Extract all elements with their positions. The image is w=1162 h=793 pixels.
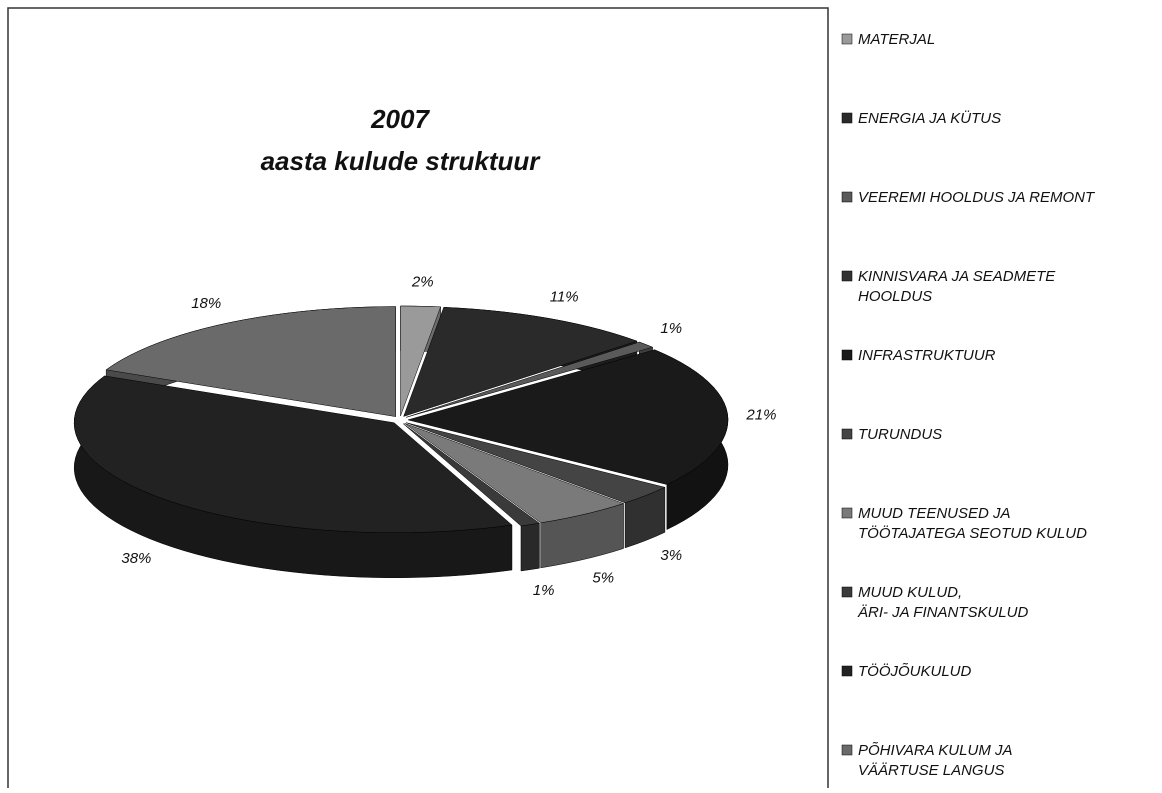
data-label: 3% [660, 547, 682, 564]
legend-label-line: VÄÄRTUSE LANGUS [858, 762, 1004, 779]
legend-label-line: MUUD TEENUSED JA [858, 505, 1011, 522]
legend-label-line: TÖÖTAJATEGA SEOTUD KULUD [858, 524, 1087, 542]
legend-label-line: PÕHIVARA KULUM JA [858, 742, 1012, 759]
legend-label: INFRASTRUKTUUR [858, 347, 996, 364]
legend-label-line: VEEREMI HOOLDUS JA REMONT [858, 189, 1096, 206]
legend-label-line: TURUNDUS [858, 426, 942, 443]
legend-label: MUUD KULUD, ÄRI- JA FINANTSKULUD [857, 584, 1028, 621]
legend-label-line: MATERJAL [858, 31, 935, 48]
legend-swatch [841, 191, 853, 203]
legend-label-line: KINNISVARA JA SEADMETE [858, 268, 1056, 285]
data-label: 18% [191, 295, 221, 312]
legend-swatch [841, 270, 853, 282]
pie-tops [73, 305, 729, 533]
legend-label: KINNISVARA JA SEADMETE HOOLDUS [858, 268, 1056, 305]
legend: MATERJAL ENERGIA JA KÜTUS VEEREMI HOOLDUS … [841, 31, 1096, 779]
pie-slice [404, 423, 625, 524]
legend-swatch [841, 33, 853, 45]
pie-slice [403, 423, 541, 527]
plot-frame [7, 7, 829, 793]
pie-slice [407, 349, 729, 485]
legend-label-line: MUUD KULUD, [858, 584, 962, 601]
legend-label-line: HOOLDUS [858, 288, 932, 305]
legend-label-line: ÄRI- JA FINANTSKULUD [857, 604, 1028, 621]
legend-label: TURUNDUS [858, 426, 942, 443]
data-label: 38% [121, 550, 151, 567]
pie-slice [405, 422, 666, 504]
pie-slice [73, 375, 513, 533]
legend-swatch [841, 507, 853, 519]
legend-label: MUUD TEENUSED JA TÖÖTAJATEGA SEOTUD KULUD [858, 505, 1087, 542]
legend-label-line: TÖÖJÕUKULUD [858, 662, 972, 680]
data-label: 1% [660, 320, 682, 337]
data-label: 1% [533, 582, 555, 599]
legend-label: TÖÖJÕUKULUD [858, 662, 972, 680]
legend-swatch [841, 349, 853, 361]
pie-slice [403, 307, 638, 417]
pie-slice [400, 305, 441, 417]
data-label: 5% [592, 570, 614, 587]
legend-swatch [841, 112, 853, 124]
chart-subtitle: aasta kulude struktuur [261, 146, 542, 176]
legend-swatch [841, 586, 853, 598]
pie-slice [105, 306, 396, 417]
legend-swatch [841, 744, 853, 756]
legend-swatch [841, 428, 853, 440]
data-label: 11% [550, 288, 579, 305]
legend-swatch [841, 665, 853, 677]
legend-label: VEEREMI HOOLDUS JA REMONT [858, 189, 1096, 206]
data-labels: 2% 11% 1% 21% 3% 5% 1% 38% 18% [121, 274, 776, 599]
legend-label: PÕHIVARA KULUM JA VÄÄRTUSE LANGUS [858, 742, 1012, 779]
legend-label-line: ENERGIA JA KÜTUS [858, 109, 1001, 127]
legend-label: MATERJAL [858, 31, 935, 48]
data-label: 2% [411, 274, 434, 291]
legend-label-line: INFRASTRUKTUUR [858, 347, 996, 364]
pie-slice-side [520, 522, 540, 572]
data-label: 21% [745, 407, 776, 424]
pie-slice [405, 341, 654, 418]
chart-title: 2007 [370, 104, 430, 134]
legend-label: ENERGIA JA KÜTUS [858, 109, 1001, 127]
